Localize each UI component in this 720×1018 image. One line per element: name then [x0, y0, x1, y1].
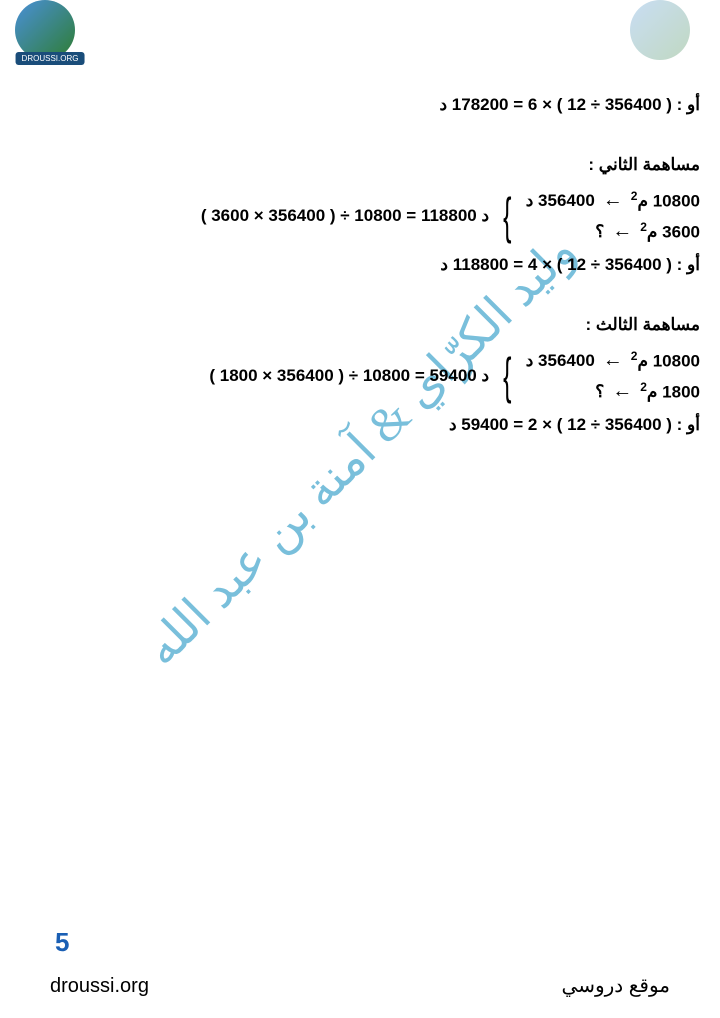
s3-prop1-right: 356400 د [526, 351, 595, 371]
s3-prop1-left: 10800 م2 [631, 349, 700, 372]
page-number: 5 [55, 927, 69, 958]
arrow-icon: ← [612, 380, 632, 403]
logo-banner-text: DROUSSI.ORG [16, 52, 85, 65]
s2-prop2-right: ؟ [595, 222, 604, 242]
equation-line-1: أو : ( 356400 ÷ 12 ) × 6 = 178200 د [20, 95, 700, 115]
bracket-icon: } [503, 347, 511, 405]
arrow-icon: ← [603, 189, 623, 212]
section2-heading: مساهمة الثاني : [20, 155, 700, 175]
s3-prop2-right: ؟ [595, 382, 604, 402]
arrow-icon: ← [612, 220, 632, 243]
arrow-icon: ← [603, 349, 623, 372]
footer-site-name: موقع دروسي [562, 973, 670, 998]
logo-left: DROUSSI.ORG [15, 0, 85, 70]
s2-prop2-left: 3600 م2 [640, 220, 700, 243]
s3-prop2-left: 1800 م2 [640, 380, 700, 403]
s2-prop1-left: 10800 م2 [631, 189, 700, 212]
s3-or-line: أو : ( 356400 ÷ 12 ) × 2 = 59400 د [20, 415, 700, 435]
s3-result: ( 1800 × 356400 ) ÷ 10800 = 59400 د [209, 366, 489, 386]
section3-proportion: 10800 م2 ← 356400 د 1800 م2 ← ؟ } ( 1800… [20, 347, 700, 405]
section2-proportion: 10800 م2 ← 356400 د 3600 م2 ← ؟ } ( 3600… [20, 187, 700, 245]
logo-right-watermark [630, 0, 700, 70]
section3-heading: مساهمة الثالث : [20, 315, 700, 335]
s2-or-line: أو : ( 356400 ÷ 12 ) × 4 = 118800 د [20, 255, 700, 275]
s2-prop1-right: 356400 د [526, 191, 595, 211]
bracket-icon: } [503, 187, 511, 245]
s2-result: ( 3600 × 356400 ) ÷ 10800 = 118800 د [201, 206, 489, 226]
document-content: أو : ( 356400 ÷ 12 ) × 6 = 178200 د مساه… [20, 95, 700, 435]
footer-url: droussi.org [50, 975, 149, 998]
